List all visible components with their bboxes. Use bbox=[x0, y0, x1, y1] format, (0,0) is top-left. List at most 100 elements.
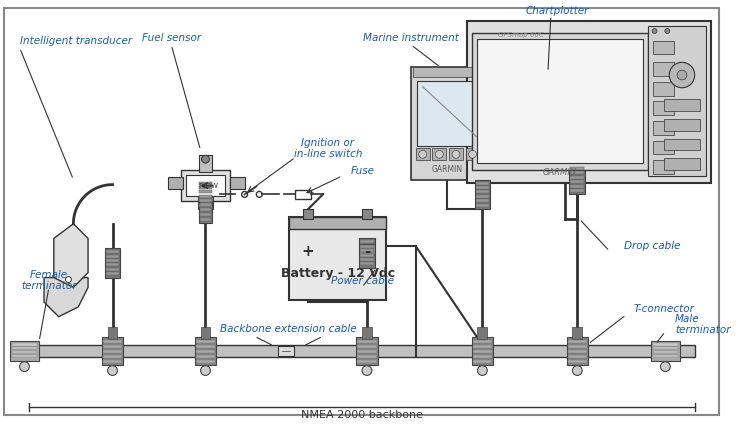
Bar bbox=[650, 341, 680, 361]
Bar bbox=[199, 155, 212, 172]
Bar bbox=[360, 262, 374, 265]
Bar bbox=[664, 158, 700, 170]
Bar bbox=[360, 249, 374, 252]
Text: Fuel sensor: Fuel sensor bbox=[142, 33, 201, 43]
Bar bbox=[571, 189, 584, 192]
Bar bbox=[473, 350, 492, 353]
Bar bbox=[653, 121, 674, 135]
Bar bbox=[230, 177, 245, 189]
Bar bbox=[359, 244, 375, 254]
Bar bbox=[664, 119, 700, 131]
Bar bbox=[197, 180, 214, 209]
Bar bbox=[289, 217, 386, 229]
Bar bbox=[568, 355, 587, 358]
Bar bbox=[200, 213, 211, 216]
Bar bbox=[653, 101, 674, 115]
Bar bbox=[30, 345, 695, 357]
Bar bbox=[664, 139, 700, 151]
Text: Backbone extension cable: Backbone extension cable bbox=[220, 324, 357, 335]
Circle shape bbox=[677, 70, 687, 80]
Bar bbox=[357, 345, 377, 348]
Text: T-connector: T-connector bbox=[634, 304, 695, 314]
Bar bbox=[360, 240, 374, 243]
Text: Power cable: Power cable bbox=[330, 276, 394, 285]
Bar bbox=[473, 345, 492, 348]
Bar bbox=[194, 337, 217, 365]
Bar bbox=[653, 343, 678, 346]
Bar bbox=[653, 141, 674, 154]
Bar bbox=[102, 337, 123, 365]
Bar bbox=[12, 351, 37, 354]
Bar bbox=[199, 182, 212, 184]
Bar bbox=[105, 248, 120, 278]
Bar bbox=[199, 199, 212, 202]
Bar bbox=[653, 62, 674, 76]
Bar bbox=[196, 350, 215, 353]
Text: Chartplotter: Chartplotter bbox=[526, 6, 590, 17]
Text: Battery - 12 Vdc: Battery - 12 Vdc bbox=[281, 267, 395, 280]
Bar bbox=[359, 238, 375, 268]
Bar bbox=[196, 360, 215, 363]
Bar bbox=[303, 209, 313, 219]
Bar bbox=[103, 350, 123, 353]
Circle shape bbox=[469, 151, 477, 158]
Circle shape bbox=[670, 62, 695, 88]
Bar bbox=[568, 345, 587, 348]
Bar bbox=[571, 167, 584, 170]
Bar bbox=[196, 340, 215, 343]
Text: Intelligent transducer: Intelligent transducer bbox=[19, 36, 132, 46]
Bar bbox=[200, 327, 211, 339]
Bar bbox=[466, 148, 480, 160]
Bar bbox=[413, 67, 483, 77]
Bar bbox=[473, 355, 492, 358]
Circle shape bbox=[652, 28, 657, 33]
Bar bbox=[199, 195, 212, 198]
Bar bbox=[449, 148, 463, 160]
Bar bbox=[199, 190, 212, 193]
Bar bbox=[200, 203, 211, 206]
Bar bbox=[471, 337, 493, 365]
Text: GARMIN: GARMIN bbox=[542, 168, 576, 177]
Bar bbox=[356, 337, 378, 365]
Text: Female
terminator: Female terminator bbox=[21, 270, 77, 291]
Bar bbox=[568, 350, 587, 353]
Bar bbox=[103, 355, 123, 358]
Bar bbox=[475, 204, 489, 206]
Bar bbox=[570, 165, 585, 195]
Bar bbox=[571, 171, 584, 174]
Bar bbox=[411, 67, 484, 180]
Bar bbox=[471, 33, 648, 170]
Circle shape bbox=[202, 155, 209, 163]
Bar bbox=[357, 355, 377, 358]
Circle shape bbox=[661, 362, 670, 371]
Bar bbox=[653, 160, 674, 174]
Bar bbox=[568, 340, 587, 343]
Circle shape bbox=[362, 365, 372, 375]
Bar bbox=[571, 176, 584, 179]
Bar bbox=[106, 254, 120, 257]
Bar bbox=[12, 347, 37, 349]
Polygon shape bbox=[44, 278, 88, 317]
Bar bbox=[357, 350, 377, 353]
Bar bbox=[296, 190, 311, 199]
Bar bbox=[106, 268, 120, 271]
Circle shape bbox=[66, 276, 72, 282]
Text: Drop cable: Drop cable bbox=[624, 241, 681, 251]
Bar bbox=[186, 175, 225, 196]
Bar bbox=[196, 355, 215, 358]
Text: GARMIN: GARMIN bbox=[432, 165, 463, 174]
Bar bbox=[571, 184, 584, 187]
Bar bbox=[357, 340, 377, 343]
Text: Ignition or
in-line switch: Ignition or in-line switch bbox=[293, 138, 362, 159]
Bar bbox=[653, 347, 678, 349]
Bar bbox=[181, 170, 230, 201]
Circle shape bbox=[665, 28, 670, 33]
Polygon shape bbox=[54, 224, 88, 287]
Text: +: + bbox=[302, 244, 315, 259]
Bar bbox=[567, 337, 588, 365]
Bar bbox=[417, 81, 478, 146]
Bar bbox=[108, 327, 118, 339]
Bar bbox=[416, 148, 429, 160]
Bar bbox=[360, 245, 374, 248]
Circle shape bbox=[477, 365, 487, 375]
